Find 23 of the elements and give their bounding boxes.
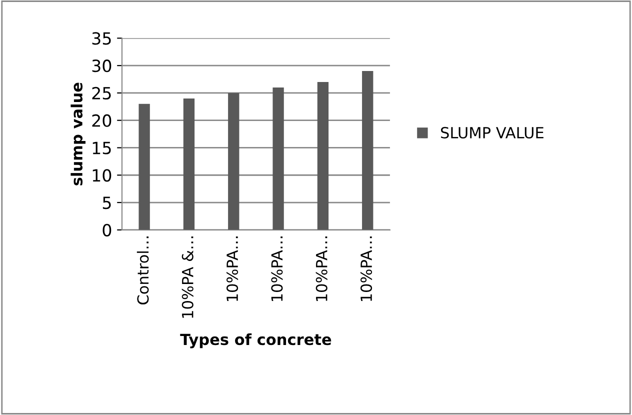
bar (183, 98, 195, 230)
y-tick-label: 0 (102, 224, 112, 236)
x-axis-title: Types of concrete (180, 333, 332, 348)
bar (228, 92, 240, 230)
y-tick-label: 10 (92, 169, 112, 182)
bar (272, 87, 284, 230)
x-tick-label: 10%PA… (271, 236, 283, 302)
y-tick-label: 15 (92, 142, 111, 154)
y-tick-label: 5 (102, 196, 111, 210)
x-tick-label: Control… (136, 236, 149, 304)
y-tick-label: 25 (92, 86, 111, 100)
y-tick-label: 35 (92, 32, 111, 45)
y-tick-label: 30 (92, 60, 112, 72)
y-axis-title: slump value (70, 82, 86, 186)
x-tick-label: 10%PA &… (182, 236, 194, 318)
x-tick-label: 10%PA… (316, 236, 328, 302)
legend-label: SLUMP VALUE (441, 126, 544, 138)
bar (317, 82, 329, 230)
x-tick-label: 10%PA… (226, 236, 238, 302)
bar (138, 104, 150, 230)
bar (362, 71, 374, 230)
y-tick-label: 20 (92, 114, 112, 127)
x-tick-label: 10%PA… (360, 236, 372, 302)
